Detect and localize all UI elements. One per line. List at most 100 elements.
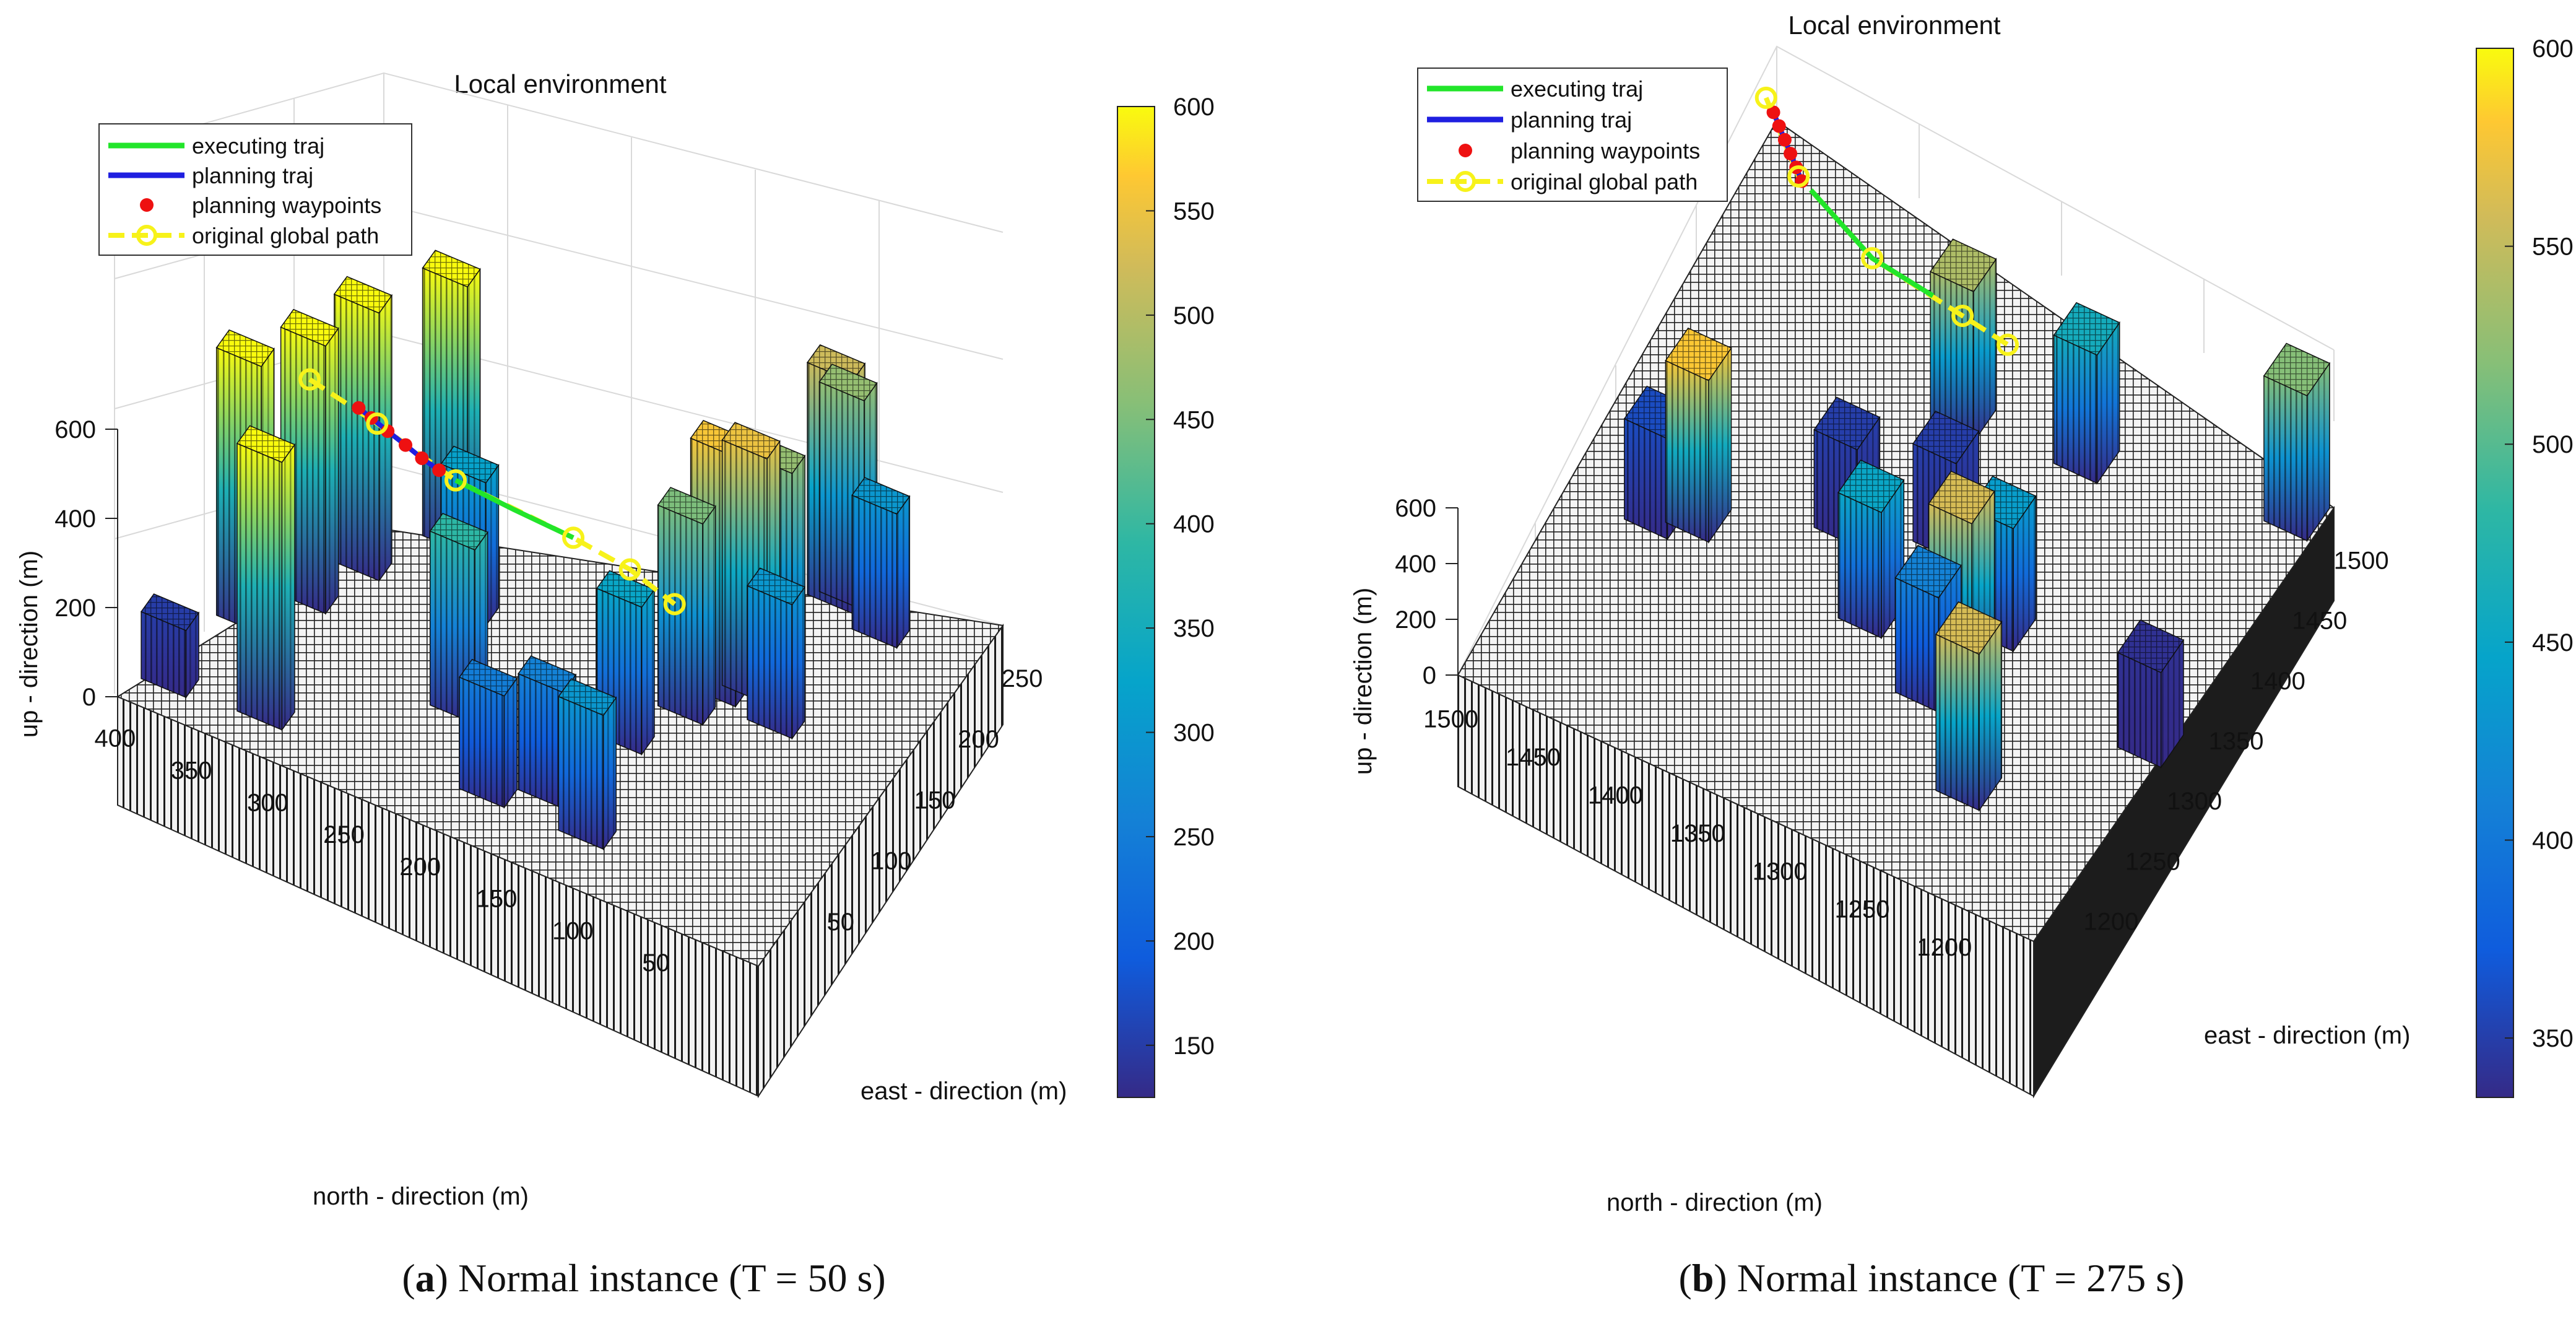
building-face-texture [1665, 360, 1709, 543]
legend-waypoints-swatch [140, 198, 154, 212]
colorbar-tick-label: 350 [2532, 1025, 2574, 1052]
colorbar-tick-label: 550 [1173, 198, 1215, 225]
colorbar-tick-label: 500 [2532, 431, 2574, 458]
building-top-texture [722, 422, 780, 459]
building [746, 567, 806, 740]
building-face-texture [2307, 363, 2330, 541]
buildings [1623, 238, 2331, 812]
building [2053, 302, 2120, 485]
panel-a: Local environment up - direction (m) [15, 69, 1215, 1300]
east-tick-label: 1450 [2292, 608, 2347, 635]
building-top-texture [334, 276, 392, 313]
global-path-marker [618, 558, 641, 581]
chart-title: Local environment [1788, 11, 2001, 40]
trajectories [1754, 86, 2019, 356]
colorbar-tick-label: 500 [1173, 302, 1215, 329]
caption-letter: b [1692, 1256, 1714, 1300]
building-face-texture [141, 611, 186, 698]
building-top-texture [2053, 302, 2120, 355]
building-top-texture [657, 487, 716, 525]
building-face-texture [703, 506, 716, 725]
building-face-texture [1979, 622, 2002, 811]
up-tick-label: 0 [82, 684, 96, 711]
building-top-texture [2117, 620, 2184, 673]
north-tick-label: 1450 [1506, 744, 1561, 771]
building-face-texture [518, 673, 563, 809]
building-face-texture [2263, 375, 2307, 541]
colorbar [1117, 106, 1155, 1098]
east-axis-label: east - direction (m) [861, 1078, 1067, 1105]
up-tick-label: 600 [1395, 495, 1436, 522]
building-top-texture [558, 679, 617, 716]
planning-waypoint [399, 438, 413, 452]
building-top-texture [441, 446, 499, 483]
north-tick-labels: 50 100 150 200 250 300 350 400 [95, 725, 670, 977]
building-top-texture [1814, 397, 1880, 450]
global-path-marker [1861, 246, 1884, 269]
colorbar-tick-labels: 150 200 250 300 350 400 450 500 550 600 [1146, 94, 1215, 1060]
legend-global-label: original global path [192, 223, 379, 248]
building-face-texture [334, 294, 379, 581]
building-top-texture [1665, 328, 1732, 381]
legend: executing traj planning traj planning wa… [1417, 68, 1728, 202]
east-tick-label: 250 [1002, 665, 1043, 692]
colorbar [2476, 48, 2514, 1098]
executing-traj-line [1809, 188, 1935, 299]
building [333, 276, 393, 582]
global-path-marker [1997, 333, 2019, 356]
building-face-texture [2161, 640, 2184, 767]
colorbar-tick-label: 600 [2532, 35, 2574, 63]
legend-waypoints-swatch [1459, 144, 1472, 157]
caption-text: Normal instance (T = 50 s) [448, 1256, 886, 1300]
building-face-texture [558, 696, 604, 850]
trajectories [298, 368, 686, 616]
building-top-texture [422, 250, 480, 287]
building-face-texture [2013, 496, 2036, 652]
colorbar-tick-label: 350 [1173, 615, 1215, 642]
building [140, 593, 200, 699]
legend-executing-label: executing traj [192, 133, 324, 159]
building-face-texture [1895, 578, 1939, 712]
building-top-texture [1895, 545, 1961, 598]
north-tick-label: 250 [323, 821, 365, 848]
north-tick-label: 300 [247, 789, 288, 816]
building-face-texture [1709, 348, 1732, 543]
buildings [140, 250, 911, 851]
caption: (a) Normal instance (T = 50 s) [402, 1256, 885, 1300]
building [558, 678, 617, 851]
east-tick-labels: 1200 1250 1300 1350 1400 1450 1500 [2083, 547, 2388, 935]
planning-waypoint [352, 401, 366, 415]
building-face-texture [237, 443, 282, 730]
north-tick-label: 400 [95, 725, 136, 752]
up-tick-label: 400 [1395, 551, 1436, 578]
building [1665, 327, 1732, 544]
up-tick-label: 0 [1423, 662, 1436, 689]
east-tick-label: 100 [870, 848, 912, 875]
building-face-texture [1973, 259, 1997, 442]
north-tick-label: 200 [399, 853, 441, 881]
north-tick-label: 50 [642, 949, 670, 977]
building-face-texture [2117, 652, 2161, 767]
building-top-texture [819, 364, 877, 401]
north-tick-label: 1300 [1753, 858, 1808, 885]
north-axis-label: north - direction (m) [313, 1183, 529, 1210]
building-top-texture [141, 594, 199, 631]
colorbar-tick-label: 600 [1173, 94, 1215, 121]
colorbar-tick-label: 450 [2532, 629, 2574, 656]
planning-waypoint [432, 463, 446, 477]
building-top-texture [216, 329, 274, 367]
building-top-texture [518, 656, 576, 693]
building-face-texture [747, 585, 792, 739]
building [851, 477, 911, 650]
global-path-marker [663, 593, 686, 616]
building-face-texture [2097, 322, 2120, 484]
east-tick-label: 1500 [2334, 547, 2389, 574]
east-tick-label: 1300 [2167, 788, 2222, 815]
global-path-marker [366, 412, 389, 435]
building [657, 487, 716, 726]
building-face-texture [603, 697, 617, 850]
building-face-texture [282, 444, 295, 730]
global-path-marker [1951, 305, 1974, 328]
building-face-texture [641, 589, 654, 755]
